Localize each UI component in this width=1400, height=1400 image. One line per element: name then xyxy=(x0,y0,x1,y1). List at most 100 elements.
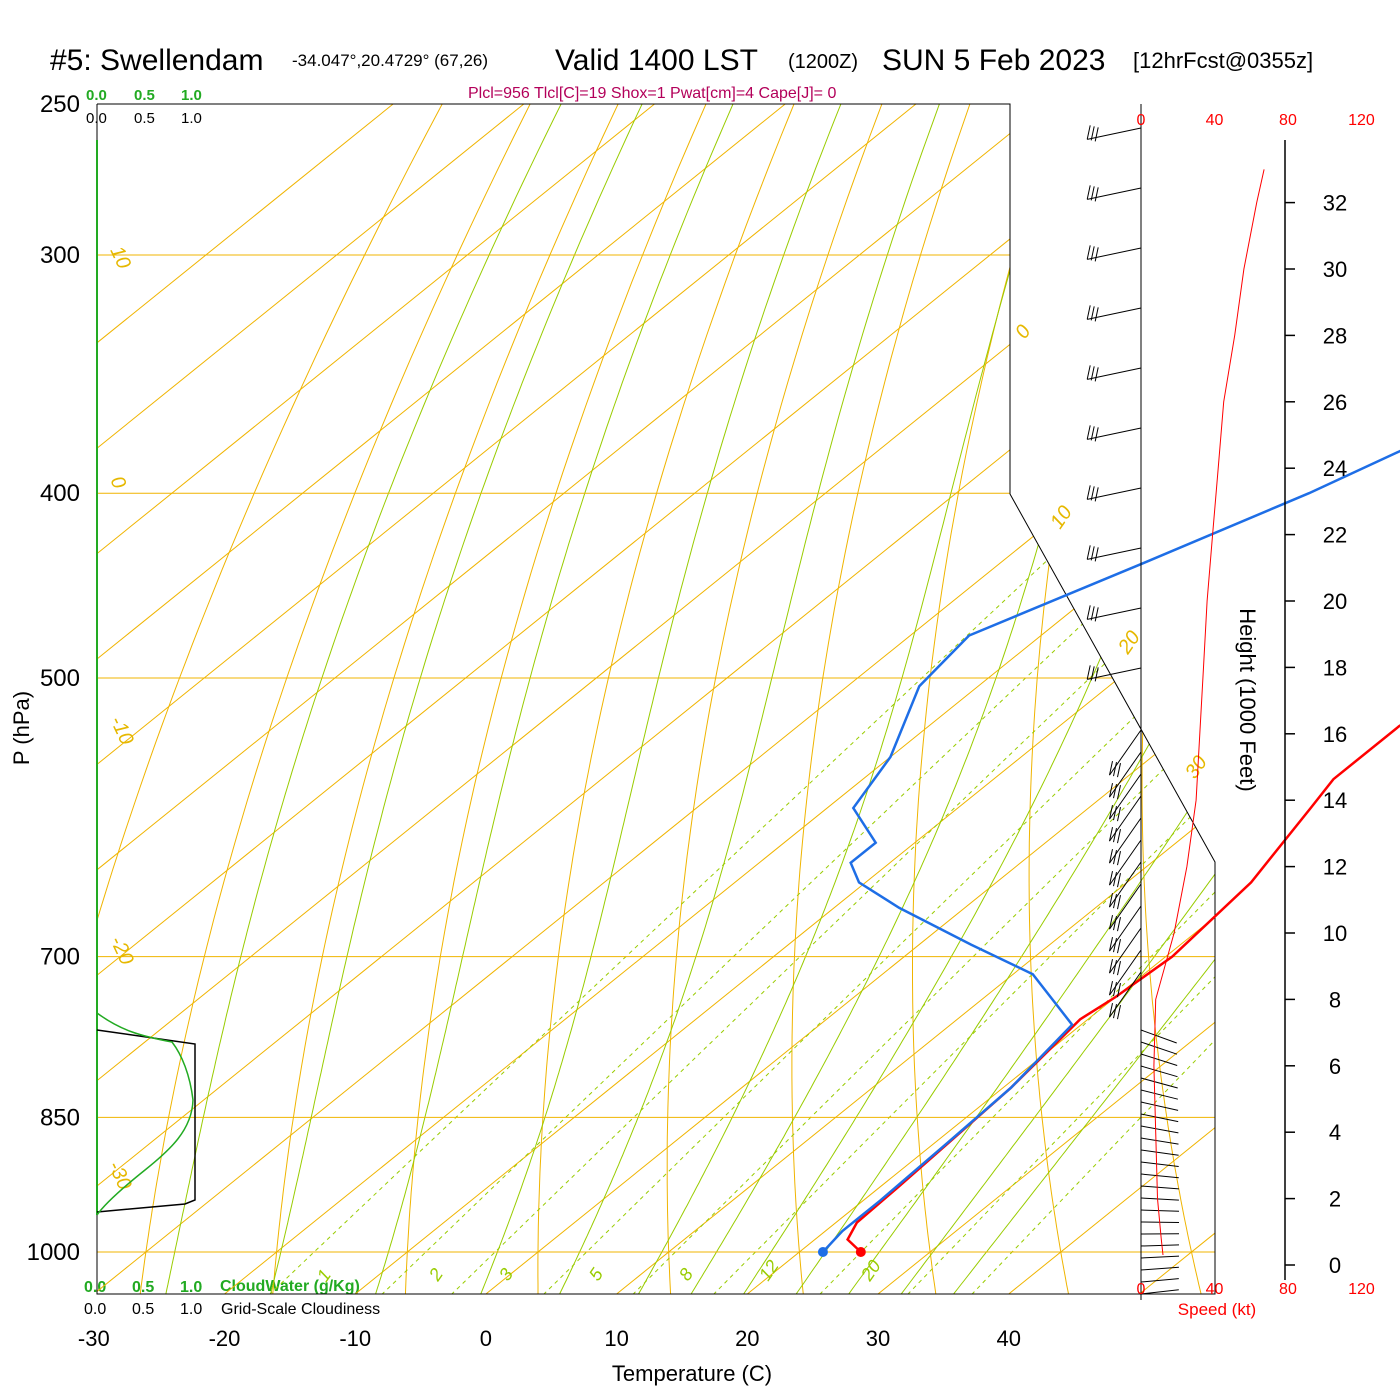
wind-barb-flag xyxy=(1086,365,1091,380)
isotherm-label: -30 xyxy=(103,1158,135,1193)
wind-barb xyxy=(1140,1089,1179,1100)
cloud-scale-top-green-2: 1.0 xyxy=(181,87,202,104)
wind-barb-flag xyxy=(1090,246,1095,261)
y-tick-label: 850 xyxy=(40,1104,80,1131)
wind-barb xyxy=(1087,487,1142,500)
wind-barb-flag xyxy=(1113,893,1117,909)
isotherm-line xyxy=(224,104,1215,1294)
forecast-date: SUN 5 Feb 2023 xyxy=(882,44,1105,77)
x-tick-label: 0 xyxy=(480,1326,492,1351)
height-tick-label: 6 xyxy=(1329,1054,1341,1079)
wind-barb xyxy=(1109,905,1142,952)
height-tick-label: 18 xyxy=(1323,655,1347,680)
isotherm-line xyxy=(1270,104,1400,1294)
wind-barb-flag xyxy=(1109,914,1113,930)
wind-barb-flag xyxy=(1109,760,1113,776)
wind-barb-flag xyxy=(1113,1003,1117,1019)
wind-barb-flag xyxy=(1094,307,1099,322)
isotherm-label: 10 xyxy=(1046,502,1077,533)
mixing-ratio-label: 5 xyxy=(585,1264,608,1284)
moist-adiabat-line xyxy=(268,104,659,1294)
wind-barb xyxy=(1140,1149,1179,1156)
wind-barb-flag xyxy=(1086,545,1091,560)
isotherm-line xyxy=(97,104,1047,1294)
wind-barb-flag xyxy=(1090,366,1095,381)
speed-tick-label-top: 0 xyxy=(1137,112,1146,129)
height-tick-label: 8 xyxy=(1329,987,1341,1012)
wind-barb-flag xyxy=(1113,805,1117,821)
cloud-scale-top: 0.0 0.5 1.0 0.0 0.5 1.0 xyxy=(86,87,202,127)
wind-barb-flag xyxy=(1090,666,1095,681)
wind-barb xyxy=(1140,1029,1177,1044)
cloud-scale-top-black-2: 1.0 xyxy=(181,110,202,127)
wind-barb-flag xyxy=(1117,894,1121,910)
wind-barb xyxy=(1140,1077,1178,1089)
wind-barb-flag xyxy=(1094,247,1099,262)
moist-adiabat-line xyxy=(896,104,1215,1294)
wind-barb xyxy=(1087,127,1142,140)
moist-adiabat-line xyxy=(791,104,1215,1294)
wind-barb-flag xyxy=(1113,849,1117,865)
wind-barb-flag xyxy=(1086,305,1091,320)
x-tick-label: 20 xyxy=(735,1326,759,1351)
cloud-profile xyxy=(96,1012,196,1216)
cloud-scale-top-black-0: 0.0 xyxy=(86,110,107,127)
wind-barb xyxy=(1109,795,1142,842)
wind-barb-flag xyxy=(1109,804,1113,820)
isotherm-line xyxy=(97,104,1215,1294)
wind-barb xyxy=(1140,1266,1179,1271)
height-tick-label: 0 xyxy=(1329,1253,1341,1278)
wind-barbs-panel xyxy=(1086,125,1180,1295)
wind-barb-flag xyxy=(1094,607,1099,622)
speed-tick-label-bottom: 80 xyxy=(1279,1281,1297,1298)
wind-barb xyxy=(1140,1185,1179,1190)
wind-barb-flag xyxy=(1090,126,1095,141)
pressure-axis-label: P (hPa) xyxy=(9,691,34,765)
height-tick-label: 32 xyxy=(1323,191,1347,216)
x-tick-label: -20 xyxy=(209,1326,241,1351)
wind-barb-flag xyxy=(1117,1004,1121,1020)
dewpoint-line xyxy=(821,449,1400,1253)
speed-tick-label-top: 120 xyxy=(1348,112,1375,129)
wind-barb-flag xyxy=(1086,185,1091,200)
mixing-ratio-line xyxy=(707,492,1215,1294)
isotherm-line xyxy=(354,104,1215,1294)
pressure-axis: 250 300 400 500 700 850 1000 xyxy=(27,91,80,1266)
dry-adiabat-line xyxy=(404,104,722,1294)
height-tick-label: 22 xyxy=(1323,523,1347,548)
wind-barb xyxy=(1140,1173,1179,1179)
wind-barb-flag xyxy=(1117,982,1121,998)
mixing-ratio-label: 8 xyxy=(675,1265,697,1285)
wind-barb-flag xyxy=(1117,960,1121,976)
speed-tick-label-bottom: 40 xyxy=(1206,1281,1224,1298)
wind-barb xyxy=(1140,1101,1179,1111)
wind-barb-flag xyxy=(1113,783,1117,799)
isotherm-label: -20 xyxy=(105,933,137,968)
wind-barb xyxy=(1109,751,1142,798)
moist-adiabat-line xyxy=(843,104,1215,1294)
isotherm-line xyxy=(97,104,1215,1294)
isotherm-line xyxy=(747,104,1215,1294)
wind-barb-flag xyxy=(1117,828,1121,844)
wind-barb-flag xyxy=(1094,547,1099,562)
speed-tick-label-bottom: 120 xyxy=(1348,1281,1375,1298)
wind-barb-flag xyxy=(1113,959,1117,975)
wind-barb-flag xyxy=(1109,980,1113,996)
isotherm-label: -10 xyxy=(105,713,137,748)
wind-barb xyxy=(1087,187,1142,200)
wind-barb-flag xyxy=(1109,1002,1113,1018)
cloudwater-line xyxy=(96,1012,194,1216)
wind-barb-flag xyxy=(1094,427,1099,442)
mixing-ratio-line xyxy=(813,492,1215,1294)
height-tick-label: 12 xyxy=(1323,855,1347,880)
dry-adiabat-line xyxy=(1358,70,1400,1300)
wind-barb xyxy=(1140,1289,1179,1295)
speed-tick-label-top: 80 xyxy=(1279,112,1297,129)
wind-barb-flag xyxy=(1090,426,1095,441)
isotherm-line xyxy=(97,104,786,1294)
moist-adiabat-line xyxy=(373,104,749,1294)
moist-adiabat-line xyxy=(948,104,1215,1294)
y-tick-label: 500 xyxy=(40,665,80,692)
cloud-scale-bottom-green-2: 1.0 xyxy=(180,1279,202,1296)
